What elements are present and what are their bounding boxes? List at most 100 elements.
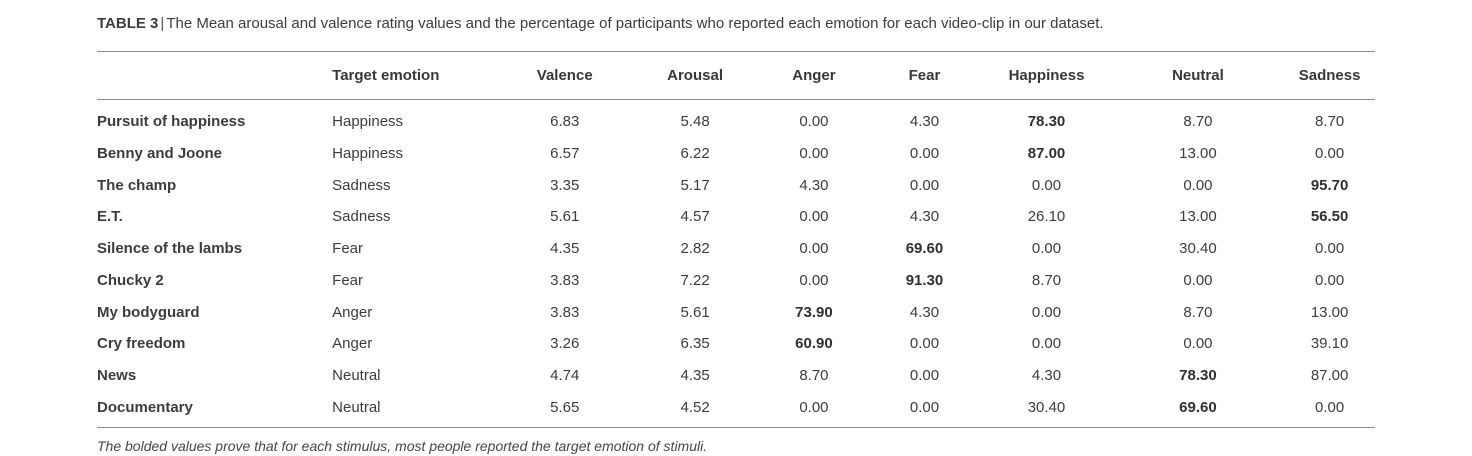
column-header-anger: Anger (760, 51, 868, 100)
cell-anger: 0.00 (799, 240, 829, 258)
cell-target-emotion: Fear (332, 271, 363, 289)
cell-valence: 4.35 (550, 240, 580, 258)
row-label: My bodyguard (97, 303, 200, 321)
cell-target-emotion: Anger (332, 335, 373, 353)
cell-happiness: 87.00 (1027, 144, 1066, 162)
cell-fear: 0.00 (909, 144, 940, 162)
table-body: Pursuit of happiness Happiness 6.83 5.48… (97, 100, 1375, 428)
column-header-fear: Fear (867, 51, 982, 100)
row-label: E.T. (97, 208, 123, 226)
cell-happiness: 8.70 (1031, 271, 1062, 289)
column-header-arousal: Arousal (629, 51, 761, 100)
cell-fear: 4.30 (909, 208, 940, 226)
column-header-sadness: Sadness (1284, 51, 1375, 100)
table-header: Target emotion Valence Arousal Anger Fea… (97, 51, 1375, 100)
table-row: Benny and Joone Happiness 6.57 6.22 0.00… (97, 137, 1375, 169)
cell-happiness: 0.00 (1031, 335, 1062, 353)
column-header-happiness: Happiness (981, 51, 1112, 100)
cell-sadness: 0.00 (1314, 144, 1345, 162)
table-row: Documentary Neutral 5.65 4.52 0.00 0.00 … (97, 392, 1375, 428)
cell-happiness: 78.30 (1027, 113, 1066, 130)
cell-sadness: 39.10 (1310, 335, 1349, 353)
results-table: Target emotion Valence Arousal Anger Fea… (97, 51, 1375, 429)
cell-sadness: 13.00 (1310, 303, 1349, 321)
column-header-blank (97, 51, 333, 100)
cell-neutral: 69.60 (1179, 399, 1217, 417)
cell-sadness: 95.70 (1310, 176, 1349, 194)
cell-anger: 0.00 (799, 271, 829, 289)
cell-fear: 91.30 (905, 271, 944, 289)
cell-fear: 0.00 (909, 399, 940, 417)
cell-sadness: 8.70 (1314, 113, 1345, 130)
cell-valence: 3.26 (550, 335, 580, 353)
cell-happiness: 0.00 (1031, 303, 1062, 321)
caption-text: The Mean arousal and valence rating valu… (166, 15, 1104, 32)
cell-happiness: 26.10 (1027, 208, 1066, 226)
cell-happiness: 0.00 (1031, 176, 1062, 194)
cell-sadness: 0.00 (1314, 399, 1345, 417)
row-label: Silence of the lambs (97, 240, 243, 258)
cell-anger: 0.00 (799, 144, 829, 162)
table-row: News Neutral 4.74 4.35 8.70 0.00 4.30 78… (97, 360, 1375, 392)
table-row: The champ Sadness 3.35 5.17 4.30 0.00 0.… (97, 169, 1375, 201)
table-row: Cry freedom Anger 3.26 6.35 60.90 0.00 0… (97, 328, 1375, 360)
cell-arousal: 5.48 (680, 113, 710, 130)
cell-valence: 3.83 (550, 303, 580, 321)
cell-neutral: 78.30 (1179, 367, 1217, 385)
table-row: Pursuit of happiness Happiness 6.83 5.48… (97, 100, 1375, 138)
row-label: Cry freedom (97, 335, 186, 353)
row-label: The champ (97, 176, 177, 194)
cell-arousal: 5.17 (680, 176, 710, 194)
cell-fear: 0.00 (909, 176, 940, 194)
cell-neutral: 0.00 (1183, 271, 1213, 289)
cell-target-emotion: Neutral (332, 399, 381, 417)
cell-valence: 5.65 (550, 399, 580, 417)
cell-neutral: 13.00 (1179, 208, 1217, 226)
cell-sadness: 87.00 (1310, 367, 1349, 385)
cell-arousal: 7.22 (680, 271, 710, 289)
cell-target-emotion: Happiness (332, 113, 404, 130)
cell-anger: 0.00 (799, 113, 829, 130)
row-label: Chucky 2 (97, 271, 164, 289)
cell-neutral: 0.00 (1183, 176, 1213, 194)
cell-sadness: 56.50 (1310, 208, 1349, 226)
cell-arousal: 6.22 (680, 144, 710, 162)
cell-arousal: 5.61 (680, 303, 710, 321)
table-row: Chucky 2 Fear 3.83 7.22 0.00 91.30 8.70 … (97, 265, 1375, 297)
cell-anger: 4.30 (799, 176, 829, 194)
row-label: Documentary (97, 399, 193, 417)
cell-arousal: 4.57 (680, 208, 710, 226)
cell-valence: 6.83 (550, 113, 580, 130)
cell-sadness: 0.00 (1314, 240, 1345, 258)
cell-arousal: 4.35 (680, 367, 710, 385)
cell-sadness: 0.00 (1314, 271, 1345, 289)
table-row: Silence of the lambs Fear 4.35 2.82 0.00… (97, 233, 1375, 265)
cell-arousal: 4.52 (680, 399, 710, 417)
cell-neutral: 13.00 (1179, 144, 1217, 162)
column-header-valence: Valence (499, 51, 630, 100)
caption-label: TABLE 3 (97, 15, 159, 32)
cell-neutral: 8.70 (1183, 113, 1213, 130)
column-header-target-emotion: Target emotion (332, 51, 500, 100)
cell-anger: 73.90 (795, 303, 833, 321)
row-label: Benny and Joone (97, 144, 223, 162)
cell-anger: 0.00 (799, 399, 829, 417)
row-label: Pursuit of happiness (97, 113, 246, 130)
cell-target-emotion: Neutral (332, 367, 381, 385)
cell-happiness: 4.30 (1031, 367, 1062, 385)
row-label: News (97, 367, 137, 385)
caption-separator: | (160, 15, 165, 32)
column-header-neutral: Neutral (1111, 51, 1285, 100)
cell-arousal: 6.35 (680, 335, 710, 353)
cell-neutral: 0.00 (1183, 335, 1213, 353)
cell-target-emotion: Fear (332, 240, 363, 258)
cell-valence: 5.61 (550, 208, 580, 226)
cell-valence: 3.35 (550, 176, 580, 194)
cell-valence: 3.83 (550, 271, 580, 289)
table-footnote: The bolded values prove that for each st… (97, 438, 708, 455)
cell-target-emotion: Happiness (332, 144, 404, 162)
header-row: Target emotion Valence Arousal Anger Fea… (97, 51, 1375, 100)
table-row: My bodyguard Anger 3.83 5.61 73.90 4.30 … (97, 296, 1375, 328)
cell-target-emotion: Sadness (332, 176, 391, 194)
